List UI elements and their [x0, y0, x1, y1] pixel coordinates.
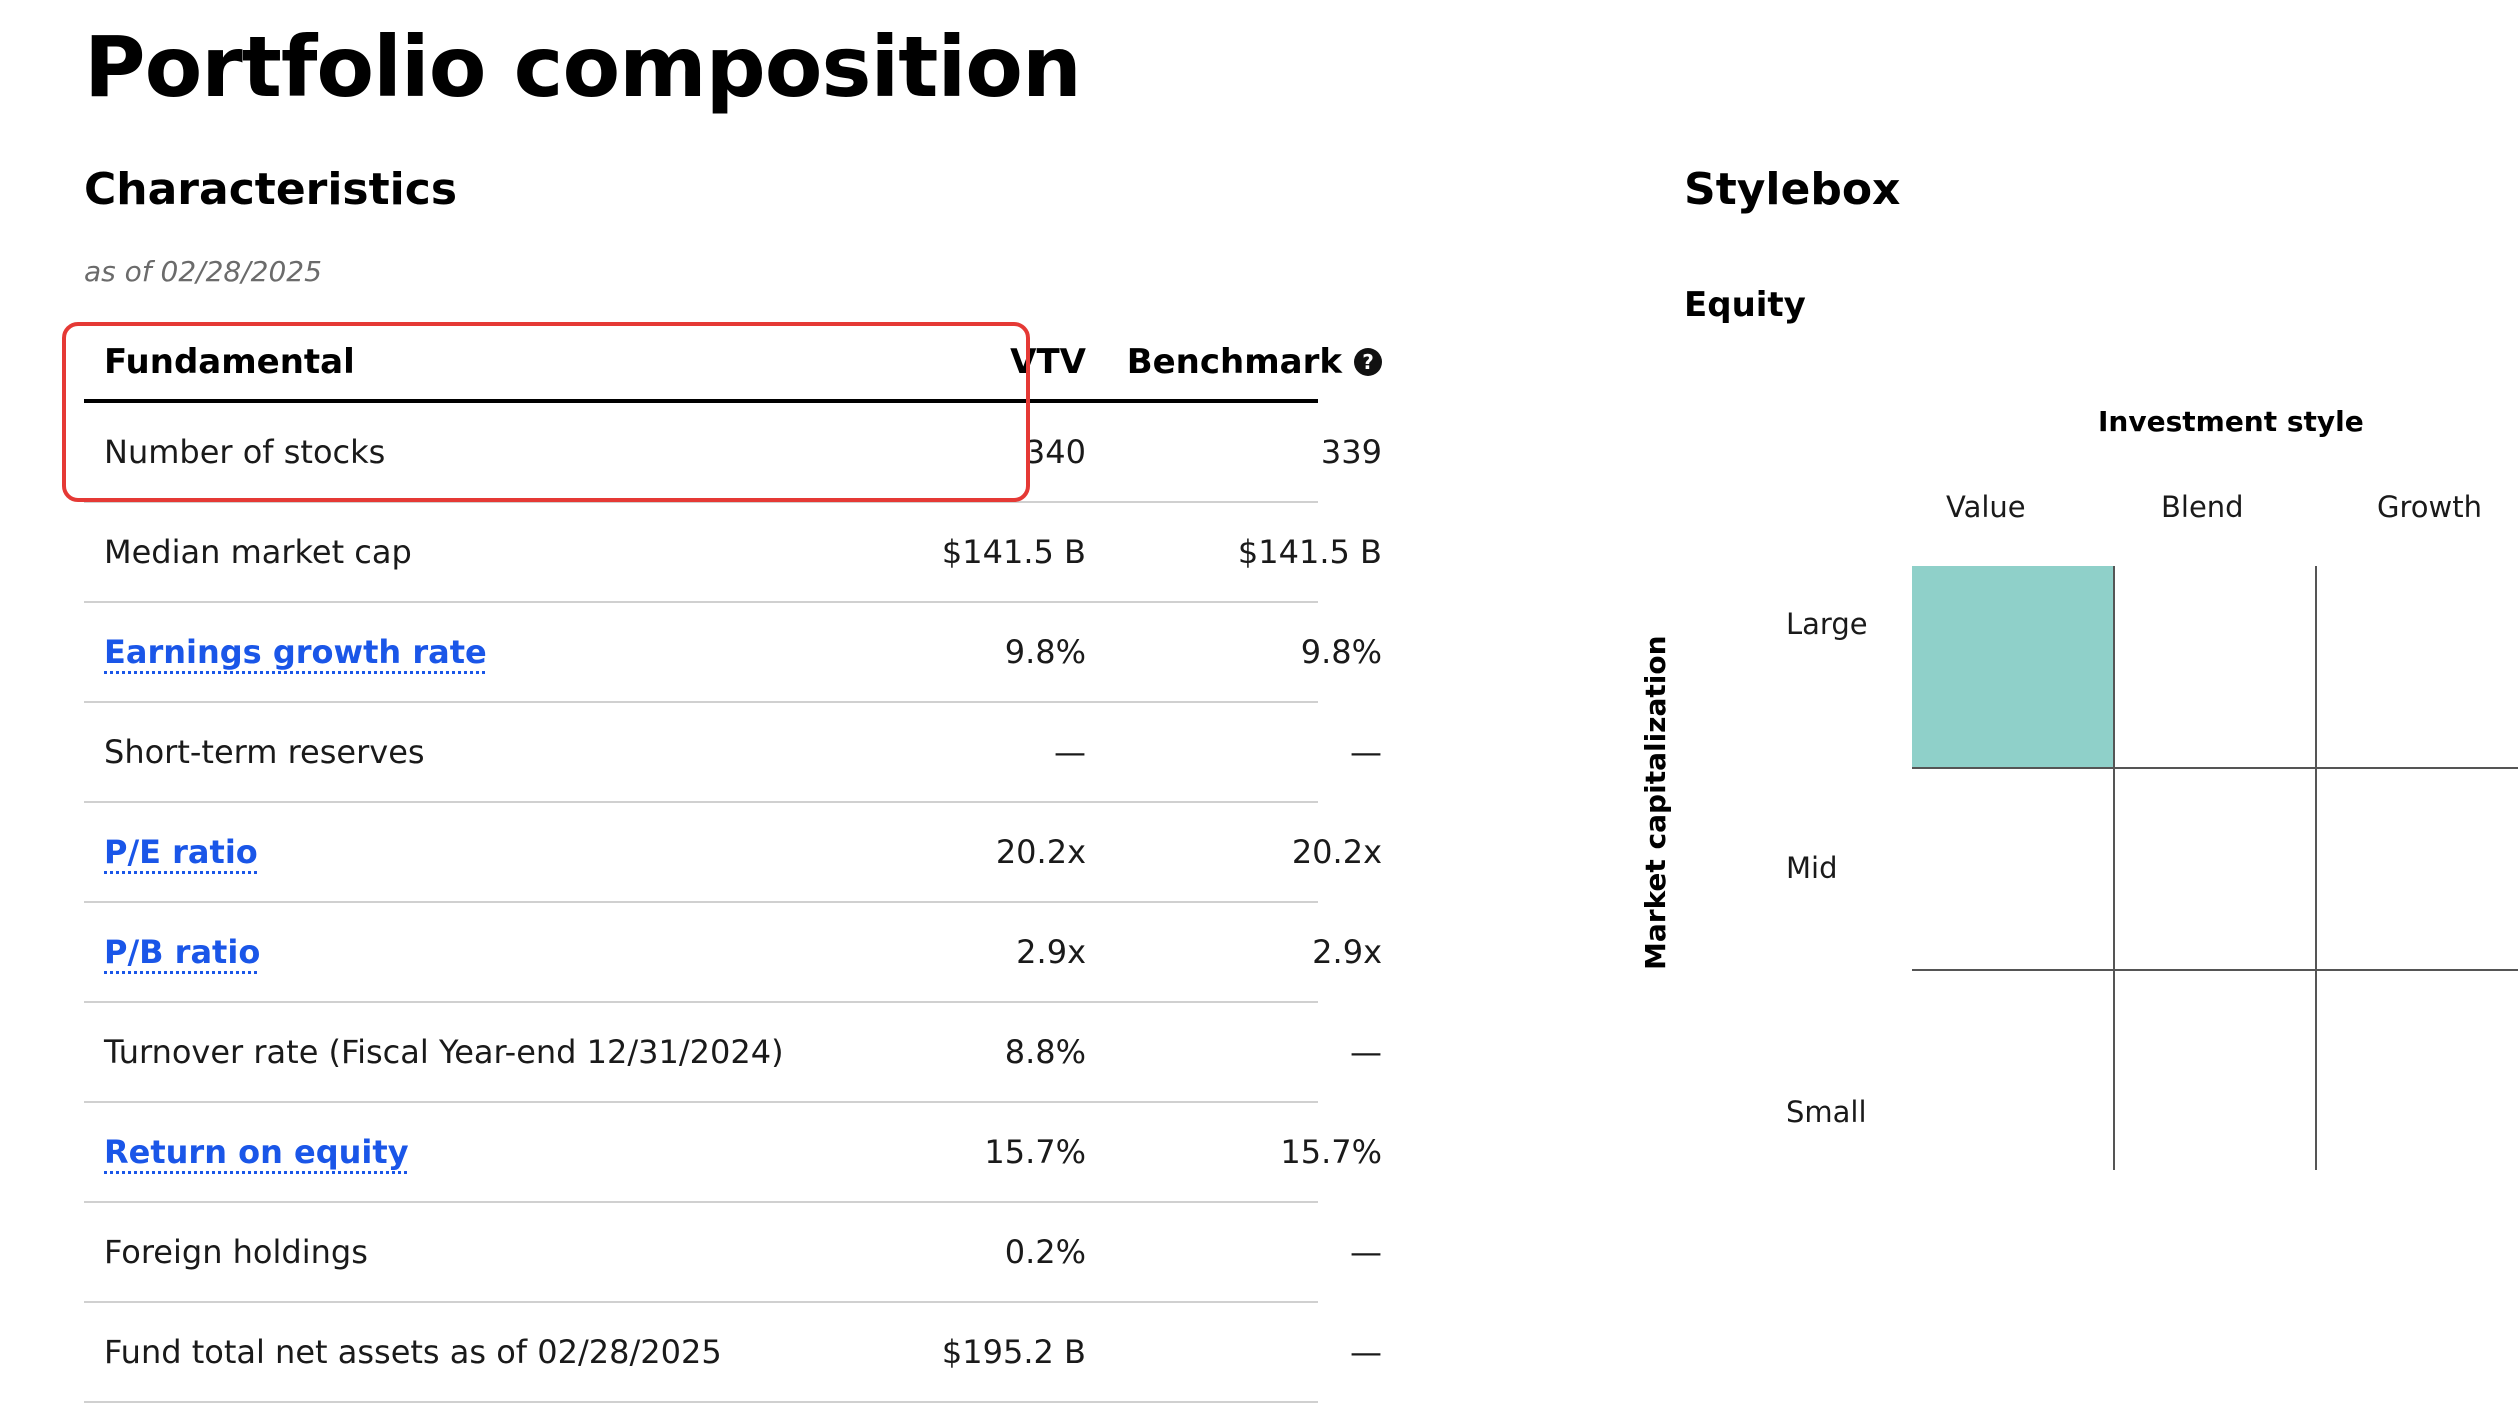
benchmark-value: 9.8%	[1300, 633, 1382, 671]
stylebox-title: Stylebox	[1684, 164, 1901, 215]
cell-small-blend	[2114, 970, 2316, 1172]
header-benchmark-label: Benchmark	[1126, 342, 1342, 382]
row-label-cell: Turnover rate (Fiscal Year-end 12/31/202…	[104, 1003, 818, 1101]
row-label-cell: Short-term reserves	[104, 703, 818, 801]
as-of-date: as of 02/28/2025	[84, 255, 322, 288]
header-fundamental: Fundamental	[104, 342, 355, 382]
row-label-cell: P/B ratio	[104, 903, 818, 1001]
row-label-large: Large	[1786, 607, 1868, 641]
cell-large-blend	[2114, 566, 2316, 768]
table-row: Foreign holdings 0.2% —	[84, 1203, 1382, 1303]
metric-label: Turnover rate (Fiscal Year-end 12/31/202…	[104, 1033, 784, 1071]
vtv-value: —	[1054, 733, 1086, 771]
grid-line-vertical-1	[2113, 566, 2115, 1170]
header-benchmark: Benchmark ?	[1104, 325, 1382, 399]
metric-label: Short-term reserves	[104, 733, 425, 771]
market-cap-label: Market capitalization	[1639, 635, 1672, 970]
row-label-cell: Number of stocks	[104, 403, 818, 501]
metric-link[interactable]: P/B ratio	[104, 933, 261, 971]
vtv-value: 9.8%	[1004, 633, 1086, 671]
table-row: Number of stocks 340 339	[84, 403, 1382, 503]
vtv-value: $141.5 B	[941, 533, 1086, 571]
vtv-value: 2.9x	[1016, 933, 1086, 971]
metric-link[interactable]: Return on equity	[104, 1133, 409, 1171]
cell-mid-growth	[2316, 768, 2518, 970]
grid-line-horizontal-2	[1912, 969, 2518, 971]
help-icon[interactable]: ?	[1354, 348, 1382, 376]
benchmark-value: —	[1350, 1233, 1382, 1271]
metric-label: Foreign holdings	[104, 1233, 368, 1271]
table-row: Median market cap $141.5 B $141.5 B	[84, 503, 1382, 603]
cell-small-value	[1912, 970, 2114, 1172]
cell-small-growth	[2316, 970, 2518, 1172]
table-row: Short-term reserves — —	[84, 703, 1382, 803]
cell-large-growth	[2316, 566, 2518, 768]
benchmark-value: 2.9x	[1312, 933, 1382, 971]
table-body: Number of stocks 340 339 Median market cap $…	[84, 403, 1382, 1403]
metric-link[interactable]: P/E ratio	[104, 833, 258, 871]
benchmark-value: —	[1350, 1333, 1382, 1371]
row-label-cell: Earnings growth rate	[104, 603, 818, 701]
vtv-value: 15.7%	[984, 1133, 1086, 1171]
table-row: P/E ratio 20.2x 20.2x	[84, 803, 1382, 903]
row-label-cell: Foreign holdings	[104, 1203, 818, 1301]
table-row: Return on equity 15.7% 15.7%	[84, 1103, 1382, 1203]
row-label-cell: Return on equity	[104, 1103, 818, 1201]
benchmark-value: —	[1350, 733, 1382, 771]
investment-style-label: Investment style	[2098, 405, 2364, 438]
metric-label: Median market cap	[104, 533, 412, 571]
characteristics-title: Characteristics	[84, 164, 458, 215]
header-vtv: VTV	[1010, 342, 1086, 382]
equity-label: Equity	[1684, 285, 1806, 325]
page-title: Portfolio composition	[84, 18, 1082, 116]
cell-large-value	[1912, 566, 2114, 768]
vtv-value: $195.2 B	[941, 1333, 1086, 1371]
cell-mid-value	[1912, 768, 2114, 970]
vtv-value: 0.2%	[1004, 1233, 1086, 1271]
table-row: Earnings growth rate 9.8% 9.8%	[84, 603, 1382, 703]
row-label-cell: Fund total net assets as of 02/28/2025	[104, 1303, 818, 1401]
table-row: P/B ratio 2.9x 2.9x	[84, 903, 1382, 1003]
metric-label: Number of stocks	[104, 433, 386, 471]
row-label-cell: Median market cap	[104, 503, 818, 601]
benchmark-value: 20.2x	[1291, 833, 1382, 871]
cell-mid-blend	[2114, 768, 2316, 970]
benchmark-value: 339	[1320, 433, 1382, 471]
vtv-value: 8.8%	[1004, 1033, 1086, 1071]
row-label-small: Small	[1786, 1095, 1867, 1129]
metric-label: Fund total net assets as of 02/28/2025	[104, 1333, 722, 1371]
metric-link[interactable]: Earnings growth rate	[104, 633, 487, 671]
table-row: Fund total net assets as of 02/28/2025 $1…	[84, 1303, 1382, 1403]
row-label-mid: Mid	[1786, 851, 1838, 885]
row-label-cell: P/E ratio	[104, 803, 818, 901]
vtv-value: 340	[1024, 433, 1086, 471]
vtv-value: 20.2x	[995, 833, 1086, 871]
benchmark-value: —	[1350, 1033, 1382, 1071]
col-label-growth: Growth	[2377, 490, 2482, 524]
col-label-blend: Blend	[2161, 490, 2244, 524]
characteristics-table: Fundamental VTV Benchmark ? Number of st…	[84, 325, 1382, 1403]
grid-line-vertical-2	[2315, 566, 2317, 1170]
benchmark-value: $141.5 B	[1237, 533, 1382, 571]
table-row: Turnover rate (Fiscal Year-end 12/31/202…	[84, 1003, 1382, 1103]
grid-line-horizontal-1	[1912, 767, 2518, 769]
col-label-value: Value	[1946, 490, 2026, 524]
table-header-row: Fundamental VTV Benchmark ?	[84, 325, 1382, 403]
benchmark-value: 15.7%	[1280, 1133, 1382, 1171]
